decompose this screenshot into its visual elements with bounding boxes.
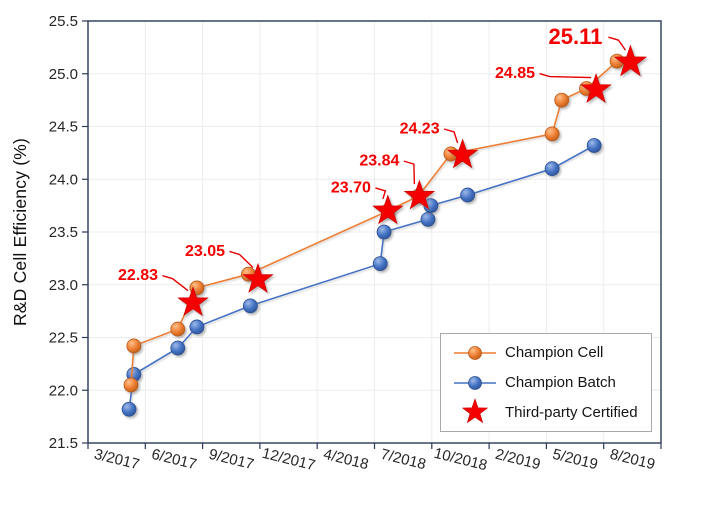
data-point [121, 401, 137, 417]
certified-value-label: 22.83 [118, 267, 158, 284]
x-tick-label: 7/2018 [379, 446, 428, 474]
x-tick-label: 9/2017 [207, 446, 256, 474]
y-tick-label: 22.0 [49, 382, 78, 399]
y-tick-label: 24.0 [49, 171, 78, 188]
certified-star-icon [372, 194, 404, 225]
certified-star-icon [613, 44, 648, 77]
certified-value-label: 23.70 [331, 179, 371, 196]
certified-star-icon [580, 73, 612, 103]
y-tick-label: 22.5 [49, 330, 78, 347]
x-tick-label: 5/2019 [551, 446, 600, 474]
legend-item-certified: Third-party Certified [453, 397, 651, 427]
y-tick-label: 24.5 [49, 119, 78, 136]
certified-star-icon [177, 286, 209, 317]
data-point [544, 126, 560, 142]
data-point [242, 298, 258, 314]
x-tick-label: 10/2018 [432, 445, 489, 475]
data-point [420, 211, 436, 227]
gridlines [88, 20, 661, 443]
legend-item-champion-batch: Champion Batch [453, 368, 651, 398]
annotation-leader-line [608, 36, 627, 51]
certified-star-icon [403, 179, 436, 210]
certified-star-icon [446, 138, 479, 169]
data-point [123, 377, 139, 393]
annotation-leader-line [162, 275, 189, 292]
x-tick-label: 12/2017 [260, 445, 317, 475]
certified-value-label: 23.05 [185, 243, 225, 260]
data-point [376, 224, 392, 240]
x-tick-label: 4/2018 [322, 446, 371, 474]
annotation-leader-line [403, 160, 416, 185]
data-point [554, 92, 570, 108]
x-tick-label: 3/2017 [92, 446, 141, 474]
series-champion-batch [121, 138, 602, 417]
certified-value-label: 23.84 [359, 153, 399, 170]
data-point [460, 187, 476, 203]
certified-value-label: 24.85 [495, 65, 535, 82]
certified-value-label: 25.11 [549, 24, 603, 49]
y-tick-label: 25.5 [49, 13, 78, 30]
certified-value-label: 24.23 [400, 120, 440, 137]
annotation-leader-line [539, 72, 592, 79]
data-point [170, 340, 186, 356]
y-tick-label: 23.0 [49, 277, 78, 294]
y-axis-title: R&D Cell Efficiency (%) [10, 137, 30, 327]
certified-star-icon [242, 262, 274, 293]
annotation-leader-line [375, 187, 387, 200]
data-point [126, 338, 142, 354]
y-tick-label: 25.0 [49, 66, 78, 83]
data-point [372, 256, 388, 272]
legend: Champion Cell Champion Batch Third-party… [440, 333, 652, 432]
annotation-leader-line [443, 128, 459, 144]
data-point [544, 161, 560, 177]
legend-item-champion-cell: Champion Cell [453, 338, 651, 368]
y-tick-label: 21.5 [49, 435, 78, 452]
x-tick-label: 8/2019 [608, 446, 657, 474]
champion-batch-marker-icon [453, 370, 497, 396]
x-tick-label: 2/2019 [494, 446, 543, 474]
legend-label-champion-batch: Champion Batch [505, 374, 616, 391]
annotation-leader-line [229, 250, 254, 268]
data-point [189, 319, 205, 335]
data-point [170, 321, 186, 337]
legend-label-certified: Third-party Certified [505, 403, 638, 421]
legend-label-champion-cell: Champion Cell [505, 344, 604, 362]
certified-star-icon [453, 398, 497, 425]
x-tick-label: 6/2017 [150, 446, 199, 474]
data-point [586, 138, 602, 153]
y-tick-label: 23.5 [49, 224, 78, 241]
champion-cell-marker-icon [453, 340, 497, 366]
